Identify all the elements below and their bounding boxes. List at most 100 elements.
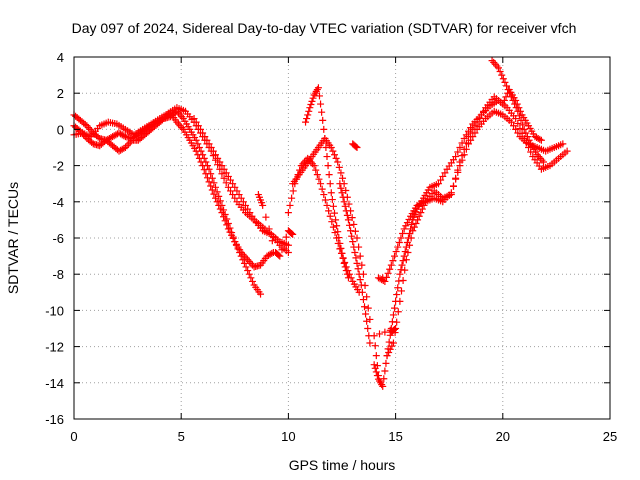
plus-marker [334,228,342,236]
plus-marker [347,227,355,235]
plus-marker [370,361,378,369]
plus-marker [520,125,528,133]
plus-marker [195,144,203,151]
y-tick-label: -10 [45,303,64,318]
plus-marker [417,209,425,217]
plus-marker [361,303,369,311]
series-11 [488,57,548,166]
plus-marker [380,375,388,383]
plus-marker [324,162,332,170]
plus-marker [340,259,348,267]
plus-marker [388,342,396,350]
plus-marker [220,213,228,221]
plus-marker [333,222,341,230]
plus-marker [344,274,352,282]
plus-marker [389,339,397,347]
plus-marker [210,179,218,187]
y-tick-label: -14 [45,376,64,391]
y-tick-label: -12 [45,340,64,355]
plus-marker [248,277,256,285]
y-tick-label: 4 [57,50,64,65]
x-tick-label: 5 [178,429,185,444]
plus-marker [338,249,346,257]
plus-marker [227,187,235,195]
plus-marker [511,100,519,108]
plus-marker [383,352,391,360]
plus-marker [328,196,336,204]
plus-marker [325,171,333,179]
plus-marker [309,94,317,102]
plus-marker [247,274,255,282]
plus-marker [257,290,265,298]
plus-marker [441,169,449,177]
plus-marker [501,78,509,86]
plus-marker [370,332,378,340]
plus-marker [246,209,254,217]
plus-marker [357,281,365,289]
plus-marker [563,147,571,155]
plus-marker [467,136,475,144]
plus-marker [224,172,232,180]
y-tick-label: -6 [52,231,64,246]
plus-marker [399,257,407,265]
plus-marker [118,145,126,153]
plus-marker [516,124,524,132]
plus-marker [242,263,250,271]
plus-marker [320,191,328,199]
series-6 [289,134,374,323]
plus-marker [229,180,237,188]
plus-marker [392,248,400,256]
plus-marker [216,205,224,213]
plus-marker [337,184,345,192]
plus-marker [275,251,283,259]
plus-marker [224,183,232,191]
plus-marker [286,201,294,209]
plus-marker [216,158,224,166]
plus-marker [196,125,204,133]
plus-marker [212,151,220,159]
plus-marker [495,64,503,72]
plus-marker [387,261,395,269]
plus-marker [353,259,361,267]
plus-marker [372,352,380,360]
plus-marker [220,174,228,182]
plus-marker [302,118,310,126]
plus-marker [231,194,239,202]
plus-marker [245,270,253,278]
plus-marker [210,190,218,198]
plus-marker [353,144,361,151]
plus-marker [356,252,364,260]
plus-marker [399,277,407,285]
x-tick-label: 25 [603,429,617,444]
plus-marker [454,166,462,174]
plus-marker [477,111,485,119]
plus-marker [335,163,343,171]
series-7 [336,180,374,347]
plus-marker [199,129,207,137]
plus-marker [192,147,200,155]
plus-marker [280,239,288,247]
plus-marker [341,263,349,271]
plus-marker [86,125,94,133]
plus-marker [259,201,267,209]
plus-marker [265,225,273,233]
plus-marker [462,139,470,147]
plus-marker [354,265,362,273]
plus-marker [192,136,200,144]
plus-marker [224,225,232,233]
y-tick-label: -4 [52,195,64,210]
plus-marker [519,121,527,129]
plus-marker [379,382,387,390]
plus-marker [278,246,286,254]
y-tick-label: 2 [57,86,64,101]
plus-marker [452,174,460,182]
plus-marker [276,252,284,260]
plus-marker [506,89,514,97]
plus-marker [329,147,337,155]
plus-marker [195,154,203,162]
plus-marker [405,215,413,223]
plus-marker [222,169,230,177]
plus-marker [202,170,210,178]
plus-marker [338,189,346,197]
